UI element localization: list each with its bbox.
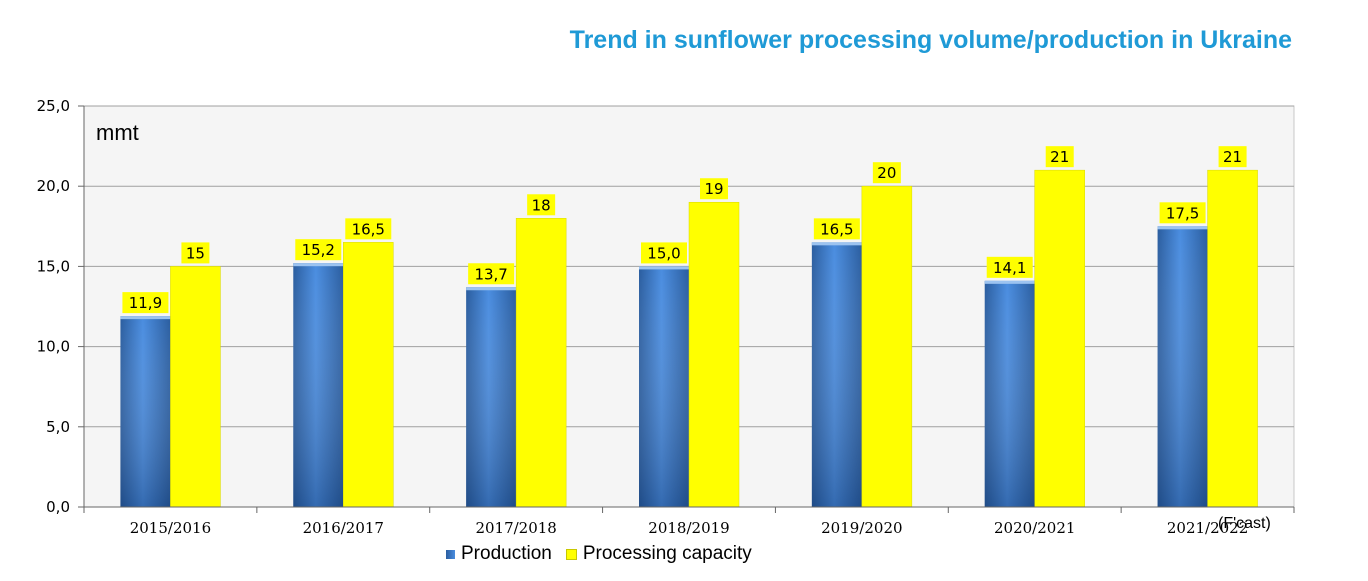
data-label: 18 xyxy=(532,196,551,214)
bar-processing-capacity xyxy=(515,218,567,508)
data-label-box xyxy=(345,218,392,240)
y-tick-label: 10,0 xyxy=(37,338,70,356)
data-label-box xyxy=(527,194,556,216)
bar-production-cap xyxy=(811,242,862,246)
legend-swatch-production xyxy=(446,549,455,559)
x-tick-label: 2016/2017 xyxy=(303,519,384,537)
data-label: 21 xyxy=(1223,148,1242,166)
data-label-box xyxy=(181,242,210,264)
data-label: 17,5 xyxy=(1166,204,1199,222)
bar-production-cap xyxy=(466,287,517,291)
data-label-box xyxy=(986,256,1033,278)
bar-production-shade xyxy=(639,266,689,507)
y-tick-label: 20,0 xyxy=(37,177,70,195)
bar-production-shade xyxy=(293,263,344,507)
x-tick-label: 2021/2022 xyxy=(1167,519,1248,537)
bar-production-cap xyxy=(293,263,344,267)
chart-title: Trend in sunflower processing volume/pro… xyxy=(569,26,1292,54)
data-label-box xyxy=(872,162,901,184)
data-label: 15,2 xyxy=(302,241,335,259)
bar-processing-capacity xyxy=(1034,169,1085,508)
data-label-box xyxy=(468,263,515,285)
x-tick-label: 2017/2018 xyxy=(475,519,556,537)
x-tick-label: 2019/2020 xyxy=(821,519,902,537)
bar-processing-capacity xyxy=(1207,169,1258,508)
data-label: 16,5 xyxy=(820,220,853,238)
data-label-box xyxy=(295,239,342,261)
legend: Production Processing capacity xyxy=(446,543,752,565)
data-label: 15 xyxy=(186,244,205,262)
y-tick-label: 25,0 xyxy=(37,97,70,115)
data-label: 21 xyxy=(1050,148,1069,166)
x-tick-label: 2018/2019 xyxy=(648,519,729,537)
data-label: 13,7 xyxy=(474,265,507,283)
data-label-box xyxy=(1218,146,1247,168)
bar-processing-capacity xyxy=(688,201,740,508)
data-label: 11,9 xyxy=(129,294,162,312)
x-tick-label: 2015/2016 xyxy=(130,519,211,537)
data-label: 19 xyxy=(704,180,723,198)
x-tick-label: 2020/2021 xyxy=(994,519,1075,537)
bar-production-shade xyxy=(1157,226,1208,508)
data-label: 20 xyxy=(877,164,896,182)
data-label-box xyxy=(641,242,687,264)
legend-item-processing-capacity: Processing capacity xyxy=(565,543,752,565)
data-label-box xyxy=(813,218,860,240)
bar-production-shade xyxy=(120,316,171,507)
bar-processing-capacity xyxy=(343,242,394,508)
bar-production-shade xyxy=(466,287,517,507)
legend-label-production: Production xyxy=(461,543,552,564)
unit-label: mmt xyxy=(96,120,139,145)
y-tick-label: 0,0 xyxy=(46,498,70,516)
data-label: 15,0 xyxy=(647,244,680,262)
bar-production-cap xyxy=(1157,226,1208,230)
data-label-box xyxy=(1045,146,1074,168)
bar-production-shade xyxy=(811,242,862,507)
bar-processing-capacity xyxy=(861,185,913,508)
legend-swatch-processing-capacity xyxy=(565,548,577,560)
data-label-box xyxy=(700,178,728,200)
data-label: 16,5 xyxy=(352,220,385,238)
y-tick-label: 15,0 xyxy=(37,257,70,275)
legend-item-production: Production xyxy=(446,543,552,565)
bar-production-cap xyxy=(639,266,689,270)
bar-production-cap xyxy=(120,316,171,320)
bar-processing-capacity xyxy=(170,266,221,508)
forecast-note: (F'cast) xyxy=(1218,515,1271,532)
data-label-box xyxy=(122,292,169,314)
legend-label-processing-capacity: Processing capacity xyxy=(582,543,752,564)
y-tick-label: 5,0 xyxy=(46,418,70,436)
data-label-box xyxy=(1159,202,1206,224)
bar-production-shade xyxy=(984,280,1035,507)
bar-production-cap xyxy=(984,280,1035,284)
data-label: 14,1 xyxy=(993,259,1026,277)
